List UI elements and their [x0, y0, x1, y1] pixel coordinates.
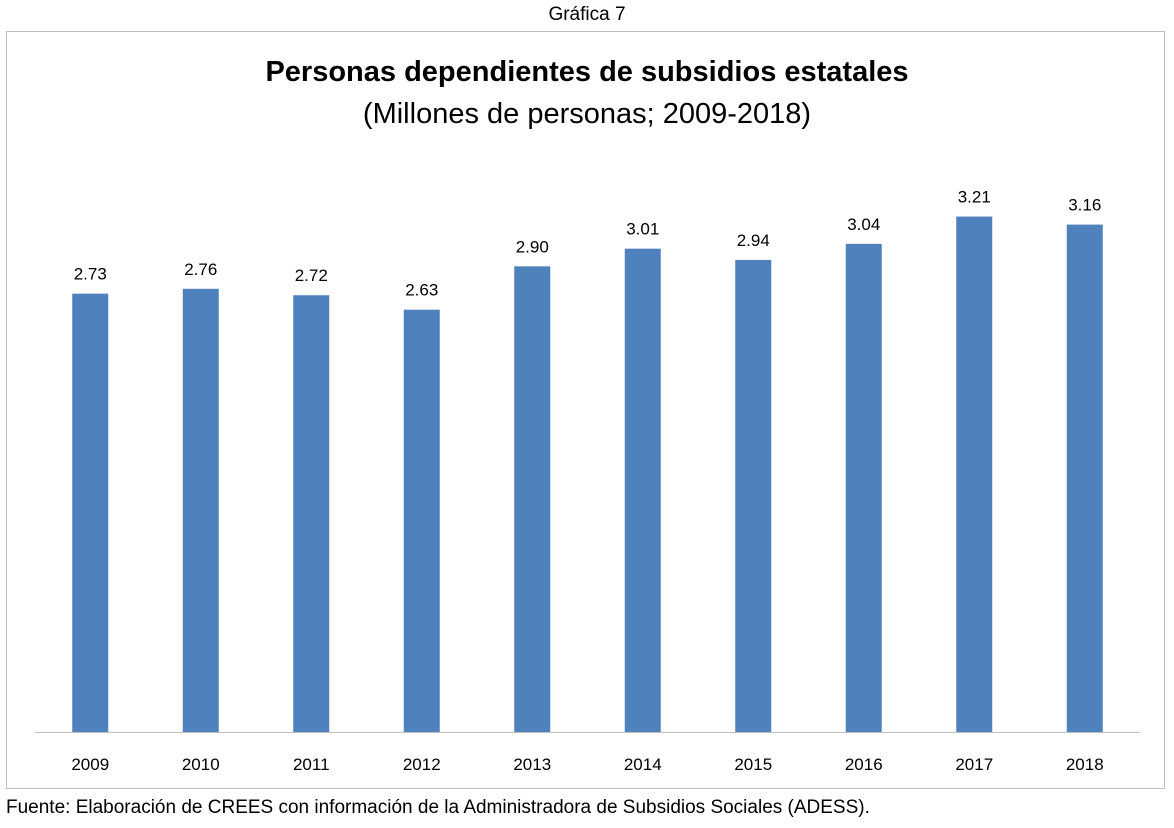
bar-2015 [735, 259, 772, 732]
x-tick-label-2017: 2017 [955, 755, 993, 774]
bar-2017 [956, 216, 993, 732]
x-tick-label-2013: 2013 [513, 755, 551, 774]
data-label-2017: 3.21 [958, 188, 991, 207]
data-label-2012: 2.63 [405, 281, 438, 300]
chart-caption: Gráfica 7 [548, 4, 626, 25]
source-note: Fuente: Elaboración de CREES con informa… [6, 797, 870, 818]
x-tick-label-2011: 2011 [293, 755, 330, 774]
x-tick-label-2016: 2016 [845, 755, 883, 774]
bar-2013 [514, 266, 551, 732]
data-label-2009: 2.73 [74, 265, 107, 284]
data-label-2016: 3.04 [847, 215, 880, 234]
chart-frame [6, 31, 1165, 789]
bar-2016 [845, 243, 882, 732]
bar-2011 [293, 295, 330, 732]
bar-2014 [624, 248, 661, 732]
x-tick-label-2010: 2010 [182, 755, 220, 774]
x-tick-label-2012: 2012 [403, 755, 441, 774]
bar-2012 [403, 309, 440, 732]
chart-subtitle: (Millones de personas; 2009-2018) [362, 98, 812, 130]
data-label-2014: 3.01 [626, 220, 659, 239]
data-label-2010: 2.76 [184, 260, 217, 279]
x-tick-label-2015: 2015 [734, 755, 772, 774]
chart-title: Personas dependientes de subsidios estat… [265, 56, 909, 88]
x-tick-label-2018: 2018 [1066, 755, 1104, 774]
data-label-2011: 2.72 [295, 266, 328, 285]
x-tick-label-2009: 2009 [71, 755, 109, 774]
bar-2010 [182, 288, 219, 732]
x-tick-label-2014: 2014 [624, 755, 662, 774]
data-label-2018: 3.16 [1068, 196, 1101, 215]
data-label-2013: 2.90 [516, 237, 549, 256]
bar-2018 [1066, 224, 1103, 732]
data-label-2015: 2.94 [737, 231, 770, 250]
bar-2009 [72, 293, 109, 732]
